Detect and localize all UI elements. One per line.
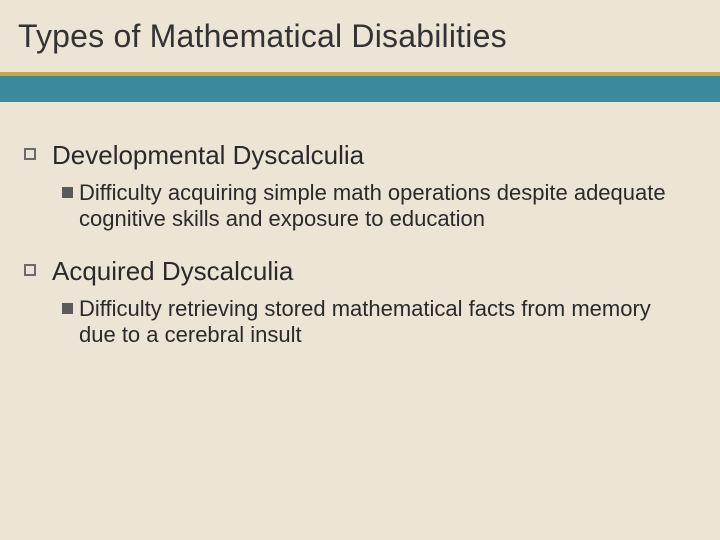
list-item: Developmental Dyscalculia bbox=[24, 139, 702, 172]
hollow-square-icon bbox=[24, 264, 36, 276]
filled-square-icon bbox=[62, 303, 73, 314]
slide: Types of Mathematical Disabilities Devel… bbox=[0, 0, 720, 540]
hollow-square-icon bbox=[24, 148, 36, 160]
list-item-label: Acquired Dyscalculia bbox=[52, 255, 293, 288]
list-subitem-text: Difficulty acquiring simple math operati… bbox=[79, 180, 692, 234]
list-subitem: Difficulty acquiring simple math operati… bbox=[62, 180, 692, 234]
list-subitem: Difficulty retrieving stored mathematica… bbox=[62, 296, 692, 350]
list-item-label: Developmental Dyscalculia bbox=[52, 139, 364, 172]
accent-bar-teal bbox=[0, 76, 720, 102]
filled-square-icon bbox=[62, 187, 73, 198]
slide-body: Developmental Dyscalculia Difficulty acq… bbox=[18, 139, 702, 349]
accent-bar bbox=[0, 72, 720, 102]
slide-title: Types of Mathematical Disabilities bbox=[18, 18, 702, 55]
list-item: Acquired Dyscalculia bbox=[24, 255, 702, 288]
list-subitem-text: Difficulty retrieving stored mathematica… bbox=[79, 296, 692, 350]
